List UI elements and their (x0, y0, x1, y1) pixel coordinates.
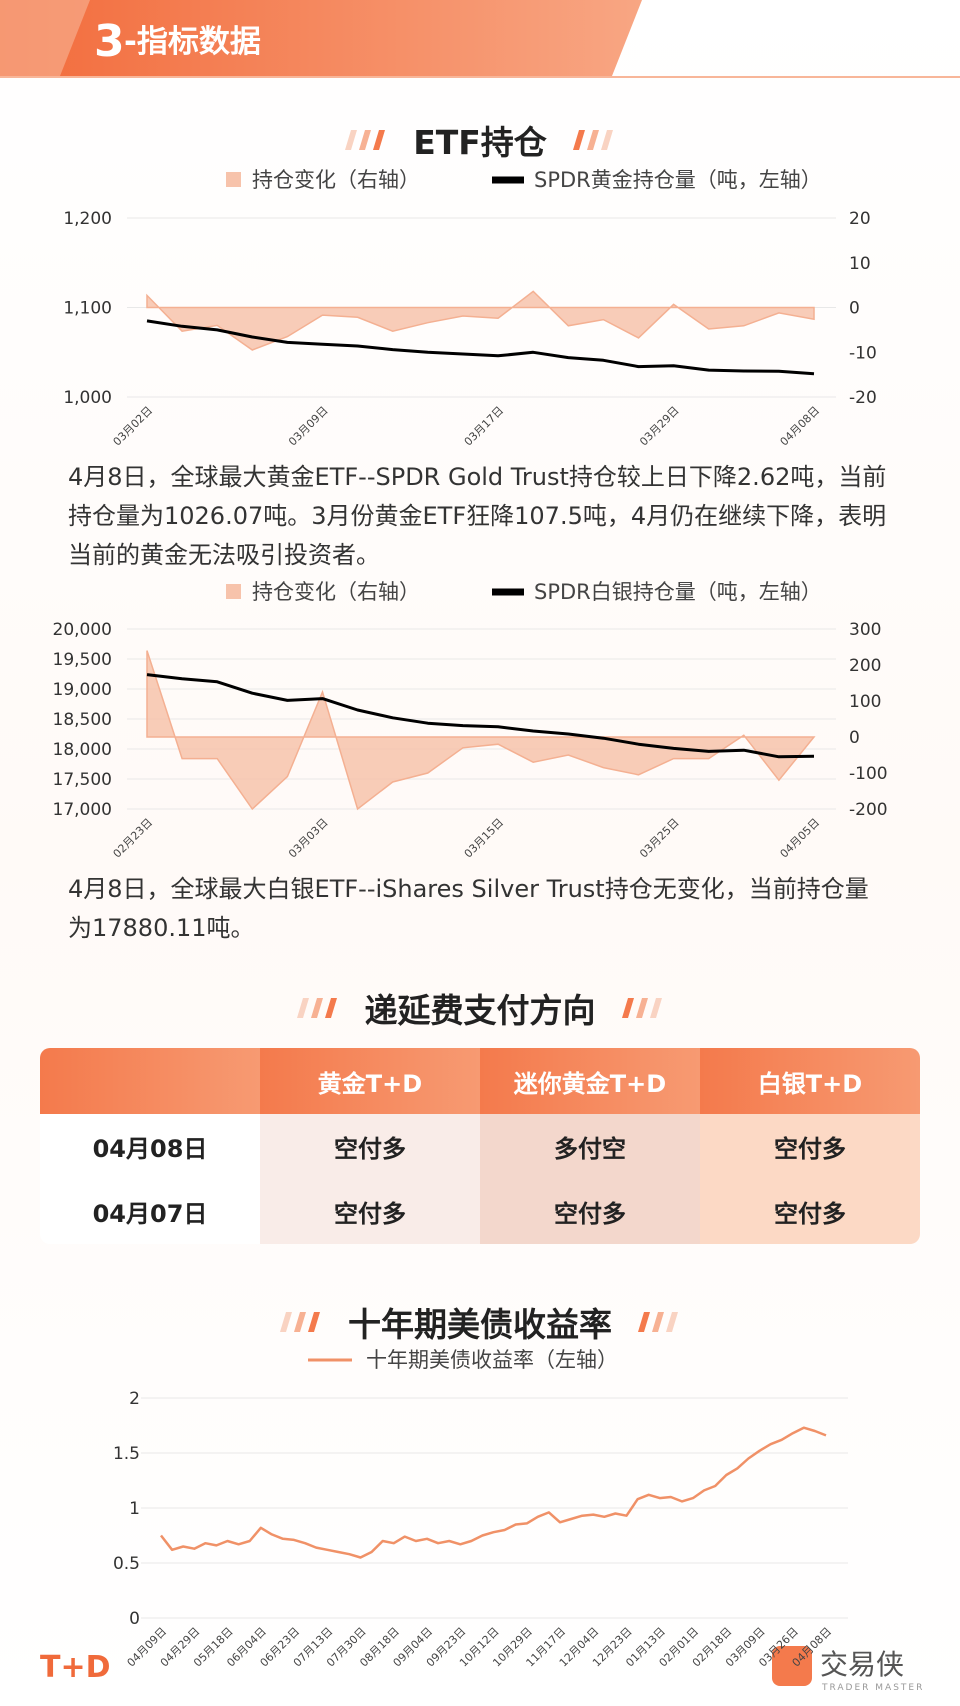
x-tick-label: 03月25日 (637, 816, 682, 861)
y-tick-label: 17,000 (53, 800, 112, 820)
y-tick-label: 18,000 (53, 740, 112, 760)
cell: 04月08日 (40, 1114, 260, 1179)
brand-icon (772, 1646, 812, 1686)
x-tick-label: 02月23日 (111, 816, 156, 861)
stripes (638, 1312, 678, 1332)
paragraph: 4月8日，全球最大黄金ETF--SPDR Gold Trust持仓较上日下降2.… (68, 463, 887, 569)
cell: 空付多 (700, 1179, 920, 1244)
y-tick-label: 18,500 (53, 710, 112, 730)
x-tick-label: 04月08日 (778, 404, 823, 449)
table-row: 04月07日 空付多 空付多 空付多 (40, 1179, 920, 1244)
legend-label: SPDR黄金持仓量（吨，左轴） (534, 168, 822, 192)
legend-swatch (226, 172, 241, 187)
y-tick-label: 19,500 (53, 650, 112, 670)
legend-label: 持仓变化（右轴） (252, 580, 420, 604)
stripes (296, 998, 337, 1018)
stripes (280, 1312, 320, 1332)
header-cell (40, 1048, 260, 1114)
cell: 空付多 (260, 1179, 480, 1244)
header-number: 3 (94, 16, 125, 67)
header-title: -指标数据 (124, 24, 261, 60)
paragraph: 4月8日，全球最大白银ETF--iShares Silver Trust持仓无变… (68, 875, 869, 942)
y-tick-label: 1,200 (63, 209, 112, 229)
y-tick-label: -20 (849, 388, 877, 408)
cell: 多付空 (480, 1114, 700, 1179)
y-tick-label: 0 (849, 728, 860, 748)
cell: 04月07日 (40, 1179, 260, 1244)
legend-label: 十年期美债收益率（左轴） (366, 1348, 618, 1372)
y-tick-label: 0 (849, 299, 860, 319)
x-tick-label: 03月03日 (286, 816, 331, 861)
y-tick-label: 20,000 (53, 620, 112, 640)
x-tick-label: 03月15日 (462, 816, 507, 861)
header-band (0, 0, 642, 76)
y-tick-label: 1.5 (113, 1444, 140, 1464)
x-tick-label: 04月05日 (778, 816, 823, 861)
y-tick-label: -200 (849, 800, 888, 820)
header-accent (0, 0, 90, 76)
y-tick-label: 19,000 (53, 680, 112, 700)
footer-brand-sub: TRADER MASTER (821, 1683, 924, 1693)
stripes (345, 130, 386, 150)
section-title-text: ETF持仓 (413, 123, 547, 162)
legend-label: 持仓变化（右轴） (252, 168, 420, 192)
x-tick-label: 03月17日 (462, 404, 507, 449)
legend-label: SPDR白银持仓量（吨，左轴） (534, 580, 822, 604)
section-title-text: 十年期美债收益率 (348, 1305, 612, 1344)
y-tick-label: 100 (849, 692, 881, 712)
section-title: 十年期美债收益率 (0, 1298, 960, 1346)
y-tick-label: 0 (129, 1609, 140, 1629)
table-header: 黄金T+D 迷你黄金T+D 白银T+D (40, 1048, 920, 1114)
section-title: 递延费支付方向 (0, 984, 960, 1032)
area (146, 290, 815, 351)
y-tick-label: 10 (849, 254, 871, 274)
y-tick-label: 1,100 (63, 299, 112, 319)
y-tick-label: 1,000 (63, 388, 112, 408)
y-tick-label: 20 (849, 209, 871, 229)
table: 黄金T+D 迷你黄金T+D 白银T+D 04月08日 空付多 多付空 空付多 04月07日… (40, 1048, 920, 1244)
line (146, 673, 815, 759)
y-tick-label: -10 (849, 343, 877, 363)
y-tick-label: 0.5 (113, 1554, 140, 1574)
stripes (621, 998, 662, 1018)
x-tick-label: 03月09日 (286, 404, 331, 449)
header-cell: 白银T+D (700, 1048, 920, 1114)
x-tick-label: 03月29日 (637, 404, 682, 449)
cell: 空付多 (700, 1114, 920, 1179)
section-title: ETF持仓 (0, 116, 960, 164)
header-cell: 迷你黄金T+D (480, 1048, 700, 1114)
footer-logo: T+D (40, 1650, 111, 1685)
y-tick-label: 300 (849, 620, 881, 640)
y-tick-label: 2 (129, 1389, 140, 1409)
section-title-text: 递延费支付方向 (364, 991, 596, 1030)
cell: 空付多 (260, 1114, 480, 1179)
line (146, 319, 815, 376)
y-tick-label: 17,500 (53, 770, 112, 790)
table-row: 04月08日 空付多 多付空 空付多 (40, 1114, 920, 1179)
footer-brand: 交易侠 (820, 1648, 904, 1681)
x-tick-label: 03月02日 (111, 404, 156, 449)
header-cell: 黄金T+D (260, 1048, 480, 1114)
legend-swatch (226, 584, 241, 599)
cell: 空付多 (480, 1179, 700, 1244)
area (146, 650, 816, 811)
stripes (572, 130, 613, 150)
y-tick-label: 1 (129, 1499, 140, 1519)
y-tick-label: 200 (849, 656, 881, 676)
y-tick-label: -100 (849, 764, 888, 784)
line (160, 1426, 827, 1559)
